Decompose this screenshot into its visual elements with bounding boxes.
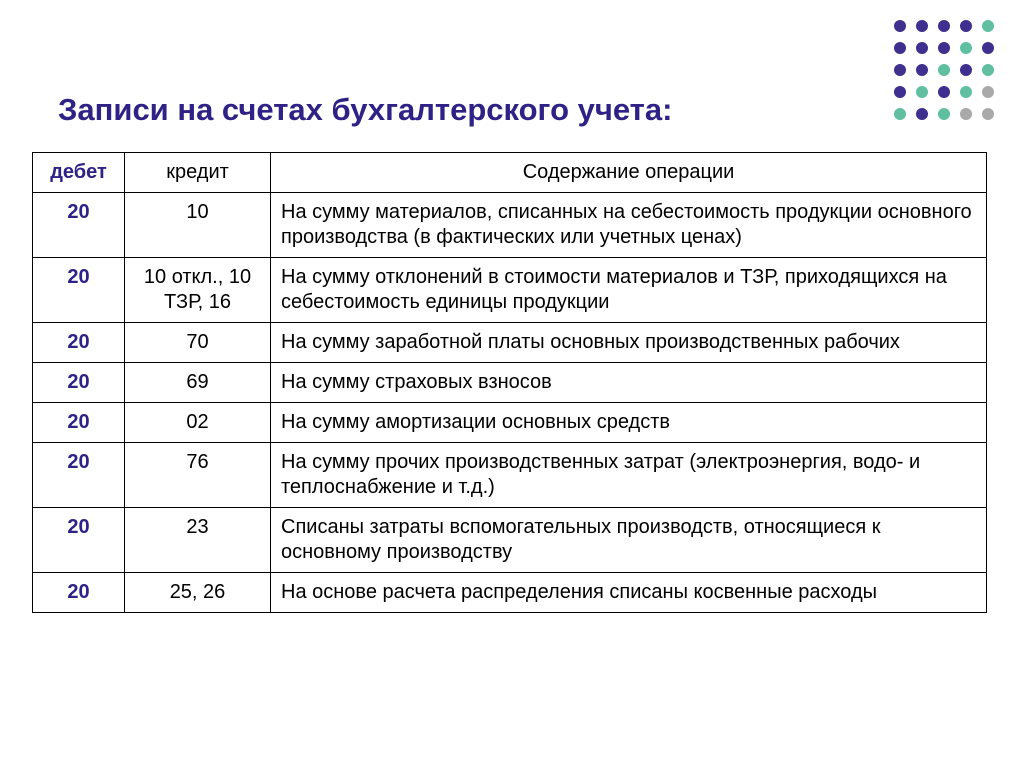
cell-credit: 10 откл., 10 ТЗР, 16 xyxy=(125,258,271,323)
table-row: 2010 откл., 10 ТЗР, 16На сумму отклонени… xyxy=(33,258,987,323)
cell-desc: На сумму материалов, списанных на себест… xyxy=(271,193,987,258)
table-row: 2070На сумму заработной платы основных п… xyxy=(33,323,987,363)
cell-debit: 20 xyxy=(33,443,125,508)
cell-debit: 20 xyxy=(33,258,125,323)
cell-desc: На сумму прочих производственных затрат … xyxy=(271,443,987,508)
cell-debit: 20 xyxy=(33,193,125,258)
cell-debit: 20 xyxy=(33,403,125,443)
cell-credit: 69 xyxy=(125,363,271,403)
table-row: 2010На сумму материалов, списанных на се… xyxy=(33,193,987,258)
cell-desc: На сумму амортизации основных средств xyxy=(271,403,987,443)
cell-debit: 20 xyxy=(33,573,125,613)
cell-debit: 20 xyxy=(33,508,125,573)
cell-desc: На сумму отклонений в стоимости материал… xyxy=(271,258,987,323)
cell-desc: На сумму страховых взносов xyxy=(271,363,987,403)
page-title: Записи на счетах бухгалтерского учета: xyxy=(58,92,672,128)
cell-credit: 70 xyxy=(125,323,271,363)
col-header-desc: Содержание операции xyxy=(271,153,987,193)
cell-credit: 76 xyxy=(125,443,271,508)
table-row: 2002На сумму амортизации основных средст… xyxy=(33,403,987,443)
cell-credit: 10 xyxy=(125,193,271,258)
table-row: 2025, 26На основе расчета распределения … xyxy=(33,573,987,613)
table-row: 2023Списаны затраты вспомогательных прои… xyxy=(33,508,987,573)
decorative-dot-grid xyxy=(892,18,996,122)
table-row: 2069На сумму страховых взносов xyxy=(33,363,987,403)
cell-debit: 20 xyxy=(33,363,125,403)
accounting-table-wrap: дебет кредит Содержание операции 2010На … xyxy=(32,152,987,613)
cell-desc: Списаны затраты вспомогательных производ… xyxy=(271,508,987,573)
cell-desc: На сумму заработной платы основных произ… xyxy=(271,323,987,363)
cell-debit: 20 xyxy=(33,323,125,363)
col-header-debit: дебет xyxy=(33,153,125,193)
table-header-row: дебет кредит Содержание операции xyxy=(33,153,987,193)
col-header-credit: кредит xyxy=(125,153,271,193)
table-row: 2076На сумму прочих производственных зат… xyxy=(33,443,987,508)
accounting-table: дебет кредит Содержание операции 2010На … xyxy=(32,152,987,613)
cell-credit: 02 xyxy=(125,403,271,443)
cell-desc: На основе расчета распределения списаны … xyxy=(271,573,987,613)
cell-credit: 23 xyxy=(125,508,271,573)
cell-credit: 25, 26 xyxy=(125,573,271,613)
